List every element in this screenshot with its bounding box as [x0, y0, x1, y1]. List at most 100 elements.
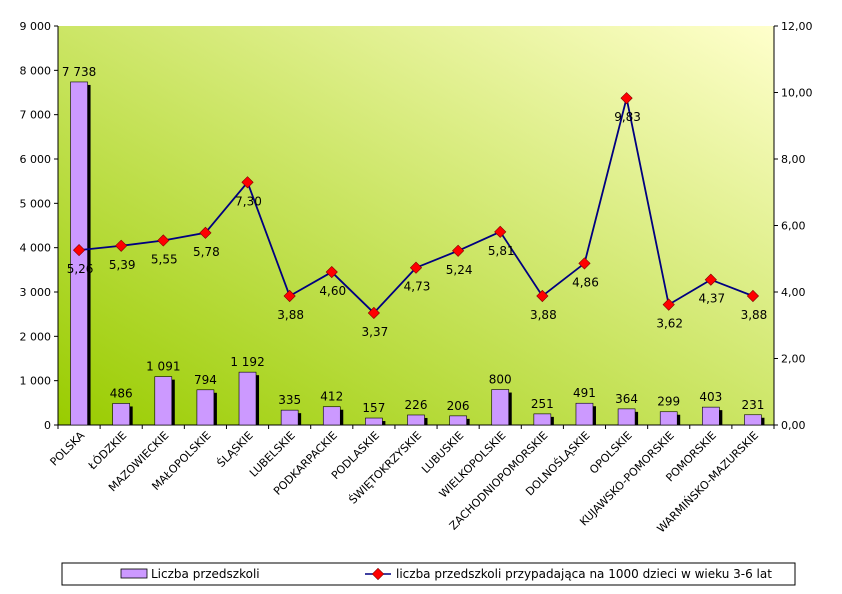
bar [659, 411, 678, 426]
legend-bar-swatch [120, 568, 148, 579]
line-marker [72, 244, 86, 257]
bar-data-label: 299 [657, 395, 680, 409]
bar [154, 376, 173, 426]
right-tick-label: 0,00 [781, 419, 806, 432]
left-tick-label: 6 000 [20, 153, 52, 166]
left-tick-label: 1 000 [20, 375, 52, 388]
line-data-label: 3,37 [362, 325, 389, 339]
bar [744, 414, 762, 426]
line-data-label: 5,24 [446, 263, 473, 277]
bar-data-label: 403 [699, 390, 722, 404]
legend-line-marker [371, 567, 385, 581]
category-label: ŚWIĘTOKRZYSKIE [346, 429, 424, 507]
category-label: ŚLĄSKIE [215, 429, 256, 470]
line-marker [578, 257, 591, 270]
bar [407, 414, 425, 426]
bar-data-label: 231 [741, 398, 764, 412]
line-data-label: 7,30 [235, 194, 262, 208]
line-data-label: 3,88 [277, 308, 304, 322]
bar [575, 402, 594, 426]
bar-data-label: 206 [447, 399, 470, 413]
line-marker [199, 226, 212, 239]
bar-data-label: 794 [194, 373, 217, 387]
line-marker [325, 265, 338, 279]
bar-data-label: 486 [110, 386, 133, 400]
line-marker [367, 306, 380, 320]
left-tick-label: 4 000 [20, 242, 52, 255]
bar [533, 413, 552, 426]
left-tick-label: 2 000 [20, 330, 52, 343]
right-y-axis: 0,00 2,00 4,00 6,00 8,00 10,00 12,00 [773, 20, 813, 432]
line-marker [662, 298, 675, 311]
bar-data-label: 7 738 [62, 65, 96, 79]
right-tick-label: 10,00 [781, 87, 813, 100]
category-label: ŁÓDZKIE [85, 429, 129, 473]
line-data-label: 3,88 [530, 308, 557, 322]
bar-data-label: 226 [405, 398, 428, 412]
bar [491, 389, 510, 426]
line-marker [409, 261, 423, 274]
bar [112, 403, 130, 426]
line-data-label: 3,62 [656, 317, 683, 331]
legend-bar-label: Liczba przedszkoli [151, 567, 260, 581]
bar [238, 371, 257, 426]
bar-data-label: 364 [615, 392, 638, 406]
line-marker [704, 273, 717, 286]
line-data-label: 5,81 [488, 244, 515, 258]
left-tick-label: 8 000 [20, 64, 52, 77]
bar-data-label: 157 [362, 401, 385, 415]
line-data-label: 4,73 [404, 280, 431, 294]
line-data-label: 4,60 [319, 284, 346, 298]
left-y-axis: 0 1 000 2 000 3 000 4 000 5 000 6 000 7 000 8 00… [20, 20, 59, 432]
category-label: POLSKA [48, 429, 88, 469]
line-marker [241, 176, 254, 189]
line-marker [283, 289, 296, 303]
right-tick-label: 2,00 [781, 353, 806, 366]
legend-line-label: liczba przedszkoli przypadająca na 1000 … [396, 567, 772, 581]
bar-data-label: 1 091 [146, 360, 180, 374]
line-data-label: 9,83 [614, 110, 641, 124]
line-marker [452, 244, 465, 257]
line-data-label: 5,55 [151, 252, 178, 266]
legend-box [61, 562, 796, 586]
line-data-label: 3,88 [741, 308, 768, 322]
left-tick-label: 5 000 [20, 197, 52, 210]
bar [280, 409, 299, 426]
bar [702, 406, 720, 426]
bar [449, 415, 467, 426]
line-marker [494, 225, 507, 238]
line-data-label: 4,86 [572, 275, 599, 289]
legend: Liczba przedszkoli liczba przedszkoli pr… [61, 562, 796, 586]
bar [365, 417, 383, 426]
line-marker [115, 239, 128, 252]
bar-data-label: 800 [489, 373, 512, 387]
right-tick-label: 4,00 [781, 286, 806, 299]
line-data-label: 4,37 [698, 292, 725, 306]
right-tick-label: 12,00 [781, 20, 813, 33]
left-tick-label: 9 000 [20, 20, 52, 33]
line-data-label: 5,26 [67, 262, 94, 276]
plot-area [58, 26, 774, 425]
left-tick-label: 7 000 [20, 109, 52, 122]
line-data-label: 5,78 [193, 245, 220, 259]
line-marker [157, 234, 170, 247]
bar-series: 7 738 486 1 091 794 1 192 335 412 157 226 206 800 2… [62, 65, 765, 426]
line-marker [536, 289, 549, 303]
bar-data-label: 491 [573, 386, 596, 400]
left-tick-label: 3 000 [20, 286, 52, 299]
line-marker [620, 92, 633, 105]
line-data-label: 5,39 [109, 258, 136, 272]
bar-data-label: 335 [278, 393, 301, 407]
bar [617, 408, 636, 426]
bar [196, 389, 215, 426]
line-marker [746, 289, 760, 303]
bar-data-label: 1 192 [230, 355, 264, 369]
left-tick-label: 0 [44, 419, 51, 432]
bar-data-label: 412 [320, 390, 343, 404]
right-tick-label: 8,00 [781, 153, 806, 166]
line-series: 5,26 5,39 5,55 5,78 7,30 3,88 4,60 3,37 4,73 5,24… [67, 92, 768, 339]
bar [322, 406, 341, 426]
bar-data-label: 251 [531, 397, 554, 411]
